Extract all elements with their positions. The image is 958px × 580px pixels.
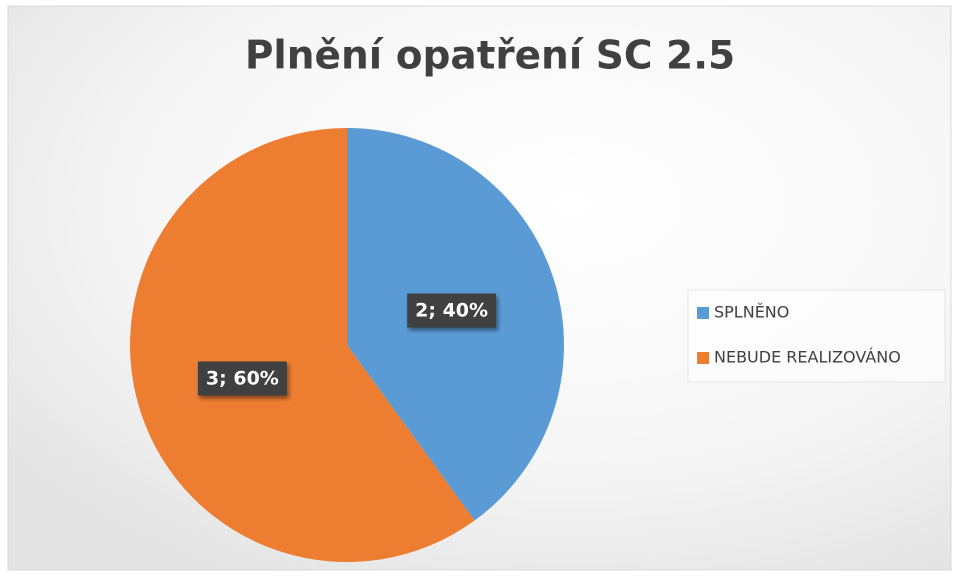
pie-slice [130, 128, 475, 562]
data-label-text: 2; 40% [415, 300, 488, 322]
data-label-box [407, 293, 497, 328]
legend-label: SPLNĚNO [714, 303, 789, 322]
data-label-box [197, 361, 287, 396]
chart-title: Plnění opatření SC 2.5 [245, 34, 735, 79]
legend-swatch [697, 352, 709, 364]
data-label: 3; 60% [197, 361, 287, 396]
data-label-text: 3; 60% [206, 367, 279, 389]
legend-swatch [697, 307, 709, 319]
data-label: 2; 40% [407, 293, 497, 328]
legend-label: NEBUDE REALIZOVÁNO [714, 348, 901, 367]
legend-box [687, 289, 946, 383]
